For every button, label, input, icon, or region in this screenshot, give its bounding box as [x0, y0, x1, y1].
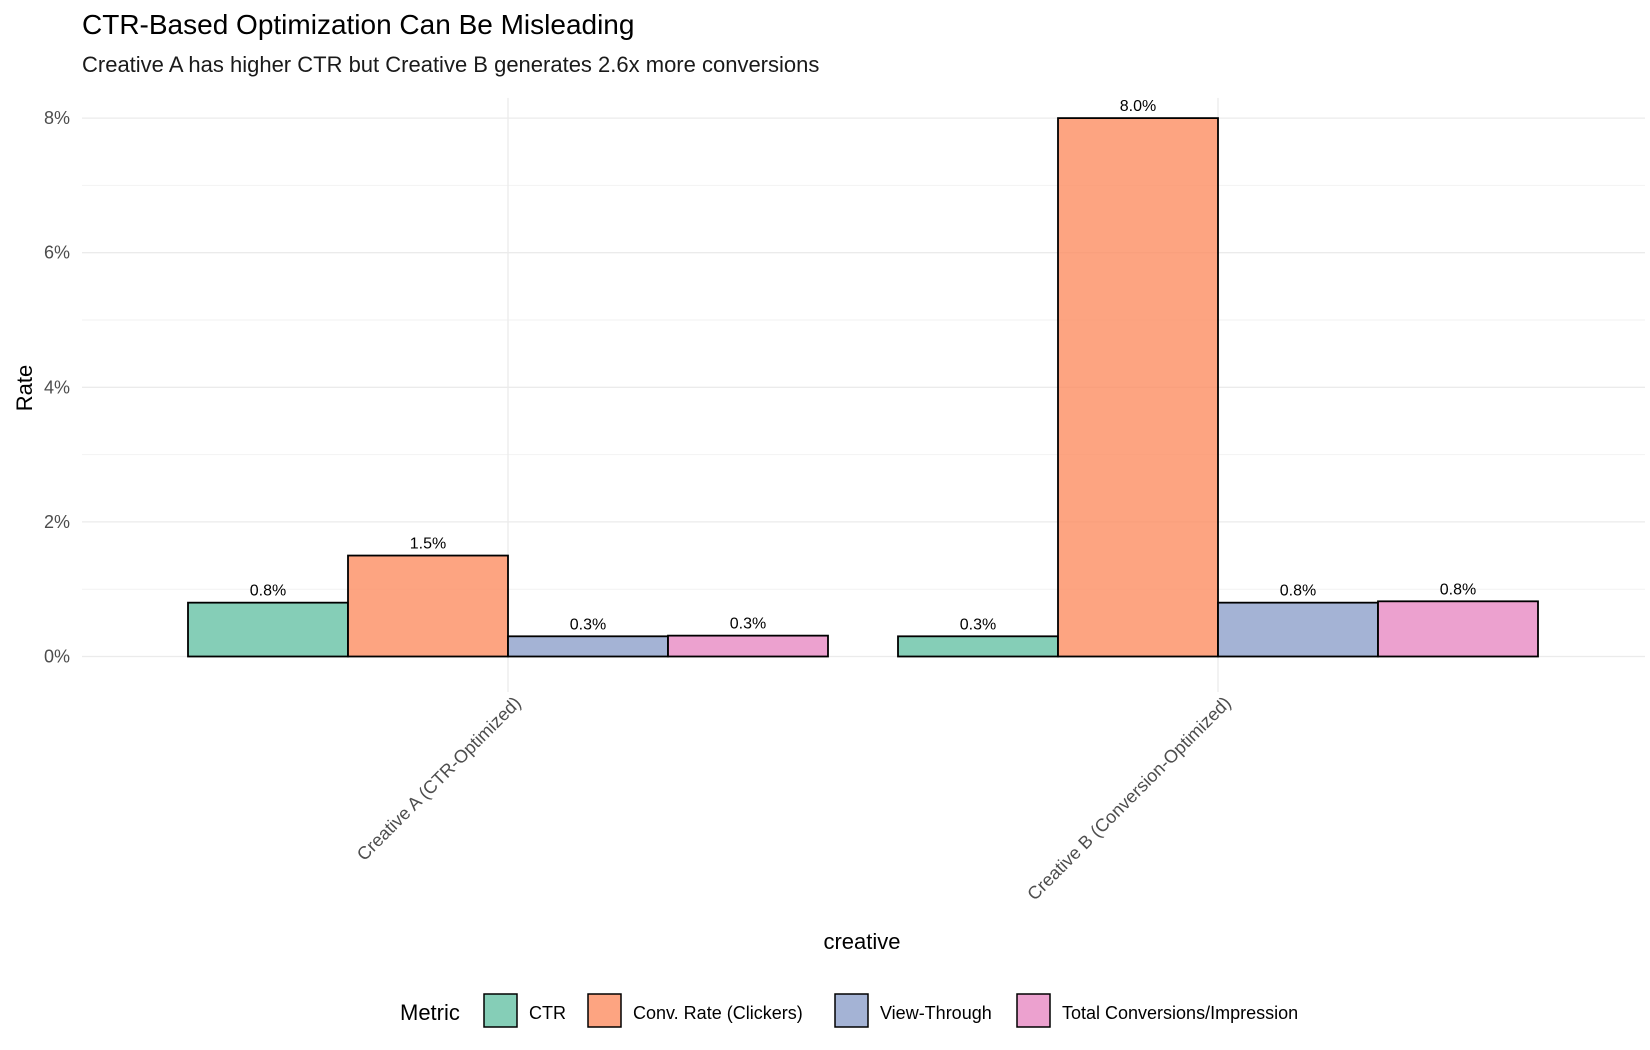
bar-data-label: 0.8%	[1440, 581, 1476, 598]
bar-data-label: 0.8%	[250, 583, 286, 600]
chart-title: CTR-Based Optimization Can Be Misleading	[82, 9, 634, 40]
legend: Metric CTR Conv. Rate (Clickers) View-Thro…	[400, 993, 1298, 1028]
bar-data-label: 8.0%	[1120, 98, 1156, 115]
chart-subtitle: Creative A has higher CTR but Creative B…	[82, 52, 819, 77]
legend-label: View-Through	[880, 1003, 992, 1023]
x-tick-label: Creative B (Conversion-Optimized)	[1023, 693, 1234, 904]
bar	[1217, 601, 1379, 658]
bar	[1377, 600, 1539, 658]
y-axis-ticks: 0% 2% 4% 6% 8%	[44, 108, 70, 666]
bar	[667, 634, 829, 658]
bar-labels: 0.8% 1.5% 0.3% 0.3% 0.3% 8.0% 0.8% 0.8%	[250, 98, 1476, 633]
bar-data-label: 0.3%	[570, 616, 606, 633]
bar-data-label: 0.8%	[1280, 583, 1316, 600]
bars	[187, 117, 1539, 658]
bar	[347, 554, 509, 658]
legend-label: CTR	[529, 1003, 566, 1023]
bar	[507, 635, 669, 658]
legend-key	[483, 993, 518, 1028]
legend-key	[1016, 993, 1051, 1028]
y-tick-label: 2%	[44, 512, 70, 532]
legend-key	[834, 993, 869, 1028]
legend-title: Metric	[400, 1000, 460, 1025]
y-tick-label: 4%	[44, 377, 70, 397]
x-axis-title: creative	[823, 929, 900, 954]
y-tick-label: 6%	[44, 243, 70, 263]
x-tick-label: Creative A (CTR-Optimized)	[353, 693, 525, 865]
bar	[1057, 117, 1219, 658]
y-tick-label: 8%	[44, 108, 70, 128]
bar-data-label: 0.3%	[730, 616, 766, 633]
legend-key	[587, 993, 622, 1028]
bar	[897, 635, 1059, 658]
legend-label: Total Conversions/Impression	[1062, 1003, 1298, 1023]
y-tick-label: 0%	[44, 647, 70, 667]
bar-data-label: 0.3%	[960, 616, 996, 633]
y-axis-title: Rate	[12, 365, 37, 411]
x-axis-ticks: Creative A (CTR-Optimized) Creative B (Co…	[353, 693, 1235, 904]
legend-label: Conv. Rate (Clickers)	[633, 1003, 803, 1023]
bar-data-label: 1.5%	[410, 536, 446, 553]
bar	[187, 601, 349, 658]
